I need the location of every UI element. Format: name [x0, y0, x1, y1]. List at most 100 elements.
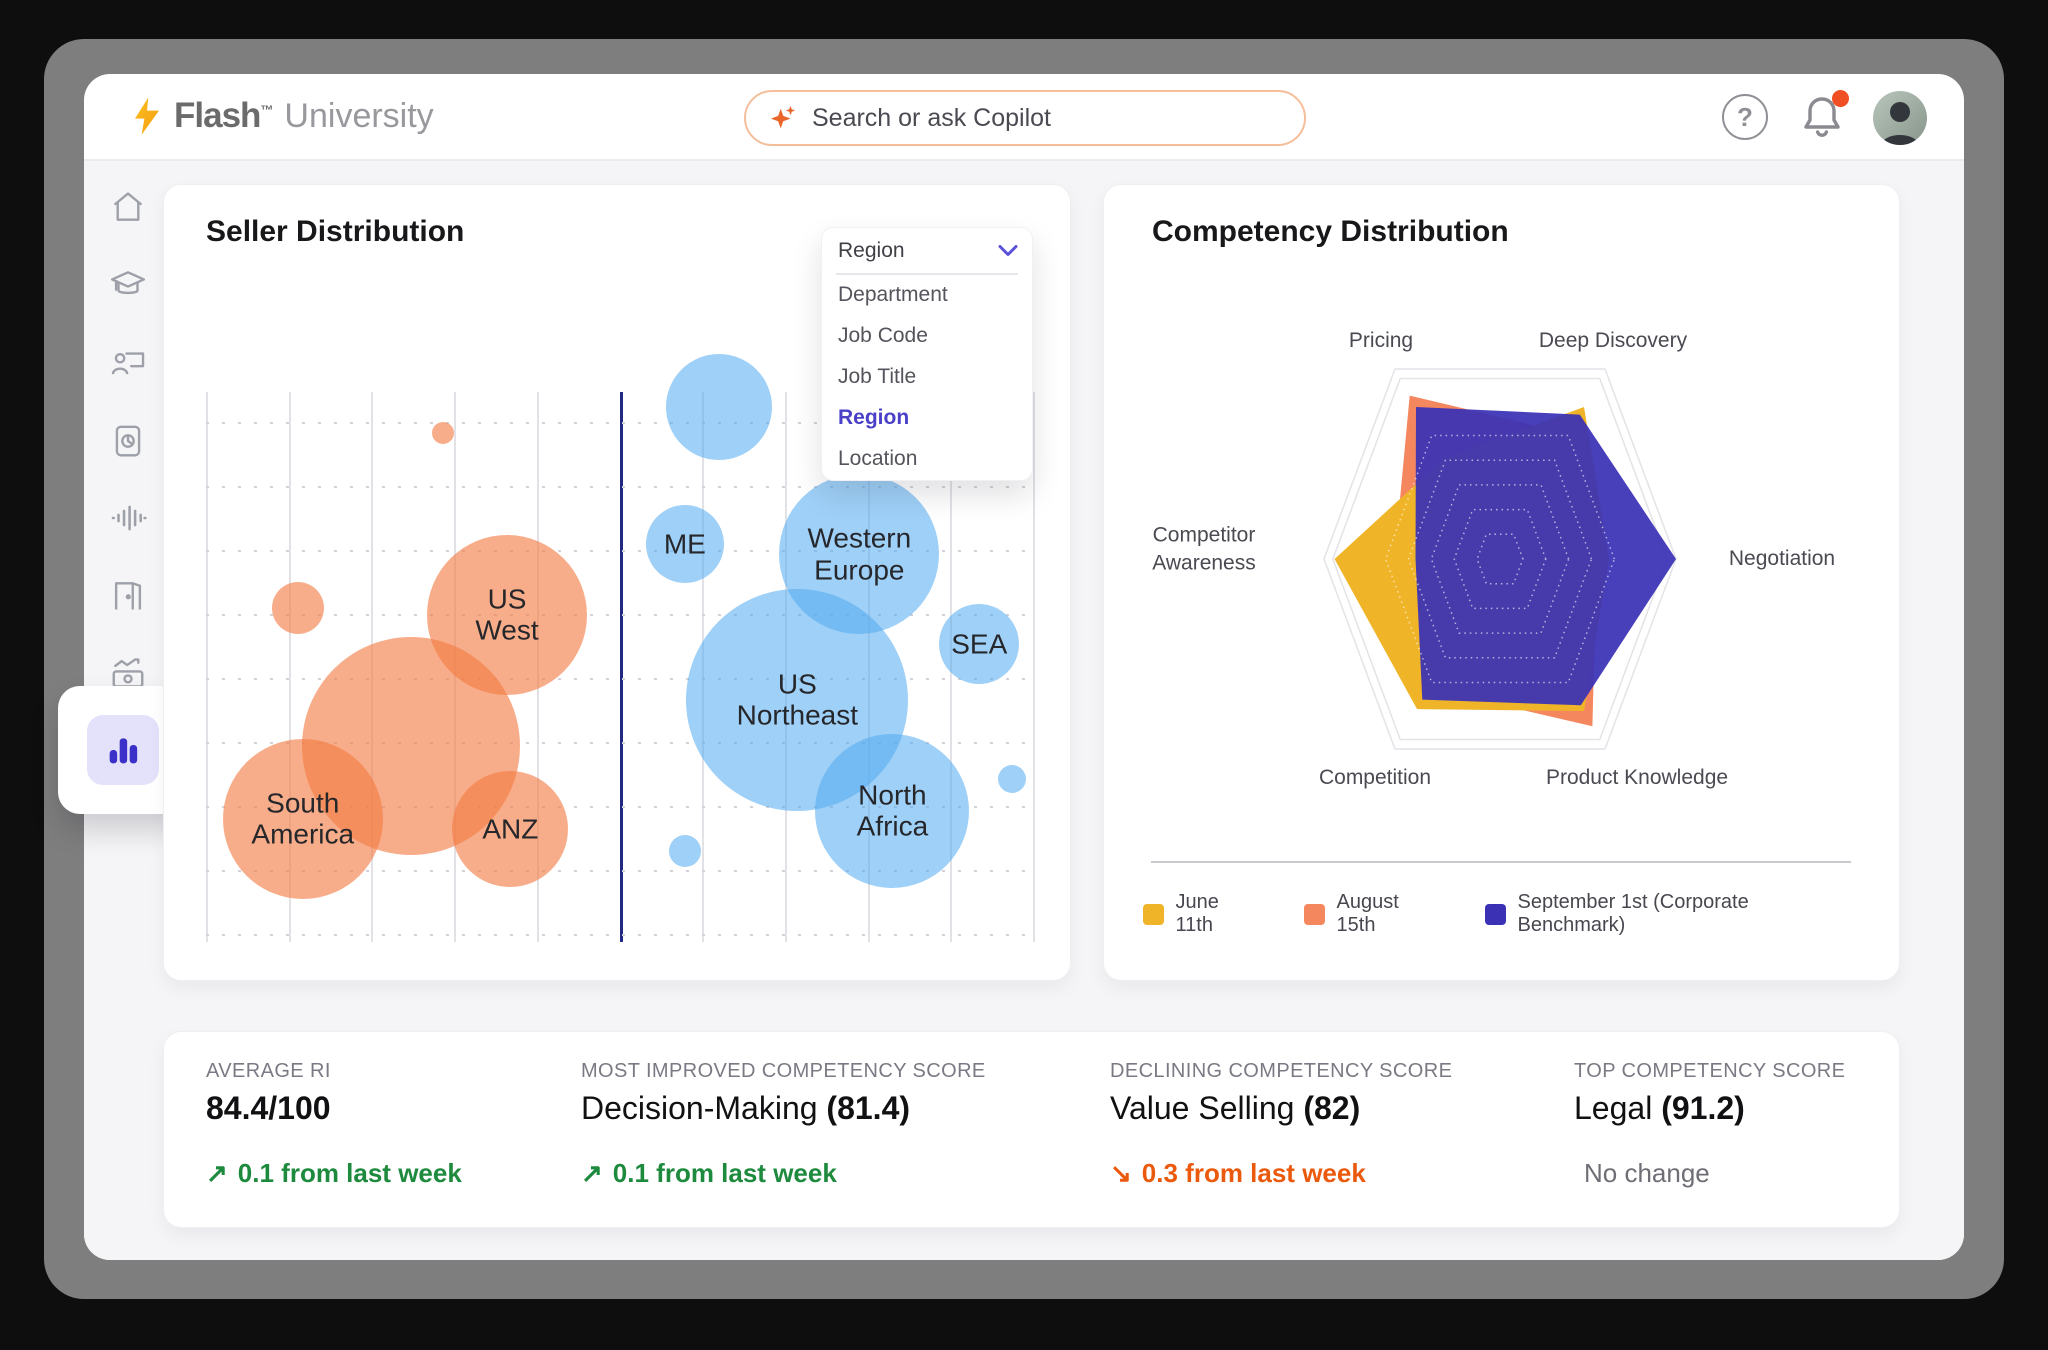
dropdown-selected-value: Region [838, 238, 905, 262]
bubble-label: US Northeast [736, 668, 858, 731]
bubble-north-africa [815, 734, 970, 889]
user-avatar[interactable] [1873, 91, 1927, 145]
dropdown-divider [836, 273, 1018, 275]
stat-delta: No change [1584, 1158, 1710, 1188]
report-doc-icon [115, 425, 141, 457]
top-header: Flash™ University Search or ask Copilot … [84, 74, 1964, 161]
stat-value: Legal (91.2) [1574, 1090, 1745, 1126]
dropdown-option-region[interactable]: Region [838, 406, 910, 429]
trainer-icon [111, 352, 145, 375]
bar-chart-icon [109, 738, 138, 764]
competency-card-title: Competency Distribution [1152, 215, 1509, 248]
dropdown-option-location[interactable]: Location [838, 447, 918, 470]
avatar-photo [1873, 91, 1927, 145]
sidebar-item-rooms[interactable] [109, 577, 147, 615]
grid-hline [206, 550, 1033, 552]
radar-legend: June 11th August 15th September 1st (Corpo… [1143, 891, 1899, 937]
device-frame: Flash™ University Search or ask Copilot … [44, 39, 2004, 1299]
search-input[interactable]: Search or ask Copilot [744, 90, 1306, 146]
unread-badge [1832, 90, 1849, 107]
stat-value: 84.4/100 [206, 1090, 331, 1126]
app-window: Flash™ University Search or ask Copilot … [58, 74, 1964, 1260]
group-by-dropdown: Region Department Job Code Job Title Reg… [821, 227, 1033, 481]
waveform-icon [111, 505, 147, 531]
question-mark-icon: ? [1737, 101, 1753, 132]
chevron-down-icon [998, 245, 1018, 256]
legend-item-2[interactable]: August 15th [1303, 891, 1441, 937]
sidebar-item-reports[interactable] [109, 422, 147, 460]
legend-swatch [1143, 903, 1164, 925]
dropdown-option-job-code[interactable]: Job Code [838, 324, 928, 347]
brand-suffix: University [284, 96, 434, 135]
legend-divider [1151, 861, 1851, 863]
dropdown-select[interactable]: Region [822, 228, 1032, 273]
competency-distribution-card: Competency Distribution Negotiation Deep… [1103, 184, 1900, 981]
seller-distribution-card: Seller Distribution US West South America AN… [163, 184, 1071, 981]
main-area: Seller Distribution US West South America AN… [58, 161, 1964, 1260]
active-tile [87, 715, 159, 785]
grid-divider-line [619, 392, 623, 942]
grid-hline [206, 486, 1033, 488]
summary-stats-card: AVERAGE RI 84.4/100 ↗ 0.1 from last week … [163, 1031, 1900, 1228]
bubble-sea [939, 603, 1020, 684]
grid-hline [206, 614, 1033, 616]
radar-chart [1323, 368, 1677, 750]
stat-label: MOST IMPROVED COMPETENCY SCORE [581, 1060, 986, 1082]
bubble-label: Western Europe [807, 522, 912, 586]
grid-hline [206, 742, 1033, 744]
legend-item-1[interactable]: June 11th [1143, 891, 1260, 937]
door-icon [114, 582, 142, 610]
search-placeholder: Search or ask Copilot [812, 103, 1052, 132]
help-button[interactable]: ? [1722, 94, 1768, 140]
lightning-bolt-icon [135, 97, 159, 135]
stat-value: Decision-Making (81.4) [581, 1090, 911, 1126]
stat-delta: ↗ 0.1 from last week [581, 1158, 837, 1188]
bubble-label: ME [663, 528, 706, 560]
legend-label: September 1st (Corporate Benchmark) [1517, 891, 1749, 936]
radar-gridline [1453, 508, 1547, 610]
bell-icon [1804, 97, 1840, 137]
sidebar-item-learning[interactable] [109, 266, 147, 304]
bubble-unlabeled [432, 422, 455, 445]
bubble-label: US West [475, 583, 539, 646]
home-icon [113, 192, 143, 221]
grid-hline [206, 678, 1033, 680]
sidebar-item-voice[interactable] [109, 499, 147, 537]
trademark: ™ [260, 102, 273, 118]
axis-label-negotiation: Negotiation [1728, 547, 1836, 570]
stat-label: AVERAGE RI [206, 1060, 331, 1082]
bubble-chart: US West South America ANZ ME Western Europe SEA U… [206, 353, 1035, 942]
grid-hline [206, 806, 1033, 808]
radar-series-3 [1415, 407, 1676, 706]
bubble-label: ANZ [482, 813, 539, 845]
grid-vline [288, 392, 291, 942]
app-logo[interactable]: Flash™ University [130, 96, 434, 136]
legend-item-3[interactable]: September 1st (Corporate Benchmark) [1484, 891, 1855, 937]
bubble-me [645, 504, 724, 583]
bubble-south-america [222, 738, 383, 899]
legend-swatch [1484, 903, 1506, 925]
graduation-cap-icon [110, 271, 146, 295]
grid-hline [206, 870, 1033, 872]
sidebar-item-home[interactable] [109, 188, 147, 226]
axis-label-competitor-awareness: Competitor Awareness [1152, 523, 1256, 575]
grid-vline [206, 392, 208, 942]
bubble-label: South America [251, 787, 355, 850]
header-divider [84, 159, 1964, 161]
bubble-label: North Africa [856, 779, 929, 843]
bubble-anz [452, 771, 569, 888]
grid-vline [1033, 392, 1035, 942]
stat-delta: ↗ 0.1 from last week [206, 1158, 462, 1188]
bubble-unlabeled [271, 582, 324, 635]
dropdown-option-job-title[interactable]: Job Title [838, 365, 917, 388]
grid-hline [206, 422, 1033, 424]
bubble-unlabeled [998, 765, 1027, 794]
dropdown-option-department[interactable]: Department [838, 283, 948, 306]
sidebar-item-coaching[interactable] [109, 344, 147, 382]
notifications-button[interactable] [1796, 90, 1849, 144]
trend-down-icon: ↘ [1110, 1158, 1132, 1188]
axis-label-competition: Competition [1318, 766, 1432, 789]
bubble-unlabeled [668, 835, 701, 868]
axis-label-deep-discovery: Deep Discovery [1538, 329, 1688, 352]
